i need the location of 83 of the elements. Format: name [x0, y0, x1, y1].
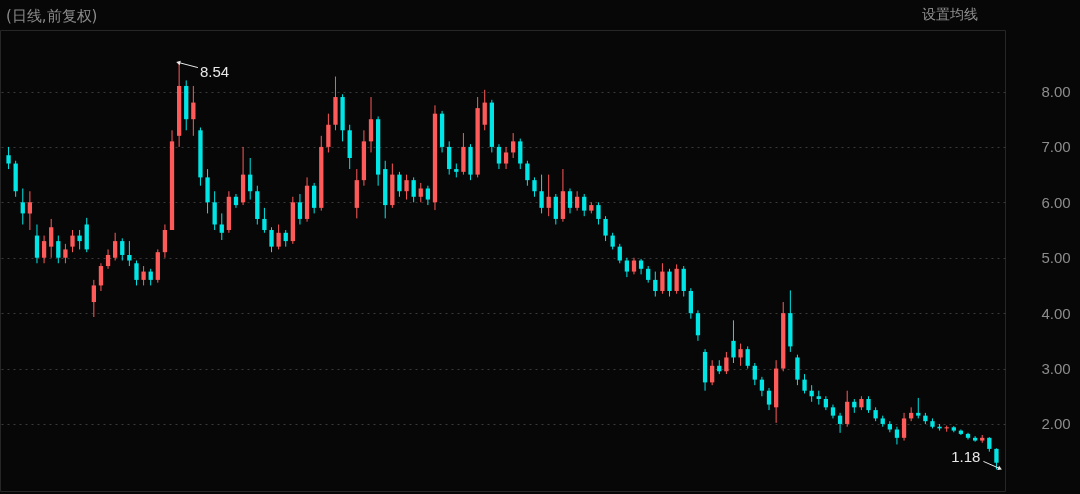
candlestick — [596, 201, 601, 225]
candlestick — [20, 187, 25, 225]
annotation: 1.18 — [951, 448, 981, 466]
candlestick — [695, 309, 701, 342]
candlestick — [731, 319, 736, 364]
candlestick — [98, 262, 104, 292]
candlestick — [326, 113, 331, 153]
candlestick — [667, 268, 672, 298]
candlestick — [532, 176, 537, 198]
candlestick — [617, 243, 622, 264]
candlestick — [752, 362, 757, 386]
candlestick — [113, 232, 118, 261]
candlestick — [738, 343, 743, 367]
candlestick — [653, 271, 658, 298]
candlestick — [312, 182, 317, 214]
candlestick — [745, 345, 750, 370]
candlestick — [901, 412, 907, 442]
candlestick — [567, 187, 573, 214]
candlestick — [105, 248, 111, 270]
candlestick — [411, 176, 416, 203]
candlestick — [297, 193, 303, 225]
candlestick — [127, 240, 132, 267]
candlestick — [56, 235, 61, 264]
candlestick — [141, 265, 146, 286]
candlestick — [70, 229, 75, 253]
y-tick-label: 4.00 — [1041, 304, 1071, 322]
candlestick — [553, 193, 558, 225]
candlestick — [518, 138, 523, 170]
candlestick — [162, 223, 168, 259]
candlestick — [766, 387, 772, 411]
y-tick-label: 6.00 — [1041, 193, 1071, 211]
candlestick — [120, 237, 125, 261]
candlestick — [269, 226, 274, 253]
candlestick — [212, 190, 217, 231]
chart-title: (日线,前复权) — [6, 7, 98, 25]
candlestick — [624, 257, 630, 278]
candlestick — [582, 193, 587, 217]
candlestick — [91, 279, 96, 318]
candlestick — [845, 390, 850, 428]
candlestick — [49, 218, 54, 259]
candlestick — [525, 160, 530, 187]
candlestick — [34, 223, 40, 264]
candlestick — [759, 376, 765, 397]
candlestick — [603, 215, 608, 242]
candlestick — [447, 140, 452, 176]
candlestick — [6, 146, 11, 170]
candlestick — [681, 265, 686, 298]
candlestick — [219, 212, 224, 241]
candlestick — [496, 143, 502, 170]
candlestick — [368, 96, 374, 153]
candlestick — [77, 229, 82, 250]
y-tick-label: 7.00 — [1041, 138, 1071, 156]
candlestick — [482, 89, 487, 131]
y-tick-label: 5.00 — [1041, 249, 1071, 267]
candlestick — [539, 174, 544, 214]
candlestick — [276, 223, 281, 250]
candlestick — [63, 243, 68, 264]
candlestick — [425, 185, 431, 206]
candlestick — [724, 351, 729, 375]
candlestick — [418, 182, 423, 203]
candlestick — [674, 263, 679, 295]
candlestick — [546, 174, 551, 217]
y-tick-label: 3.00 — [1041, 360, 1071, 378]
text: 设置均线 — [922, 6, 978, 22]
candlestick — [972, 435, 978, 443]
candlestick — [688, 287, 693, 320]
candlestick — [41, 235, 47, 264]
y-tick-label: 8.00 — [1041, 83, 1071, 100]
annotation: 8.54 — [199, 62, 230, 80]
candlestick — [511, 132, 516, 159]
candlestick — [503, 146, 509, 170]
y-tick-label: 2.00 — [1041, 415, 1071, 433]
candlestick — [27, 190, 33, 231]
candlestick — [404, 174, 409, 201]
candlestick — [134, 260, 139, 286]
candlestick — [994, 447, 999, 470]
candlestick — [802, 373, 807, 394]
candlestick — [262, 207, 267, 234]
candlestick — [660, 262, 665, 295]
candlestick — [916, 397, 921, 419]
candlestick — [574, 190, 580, 212]
candlestick — [397, 171, 402, 198]
candlestick — [795, 354, 800, 386]
